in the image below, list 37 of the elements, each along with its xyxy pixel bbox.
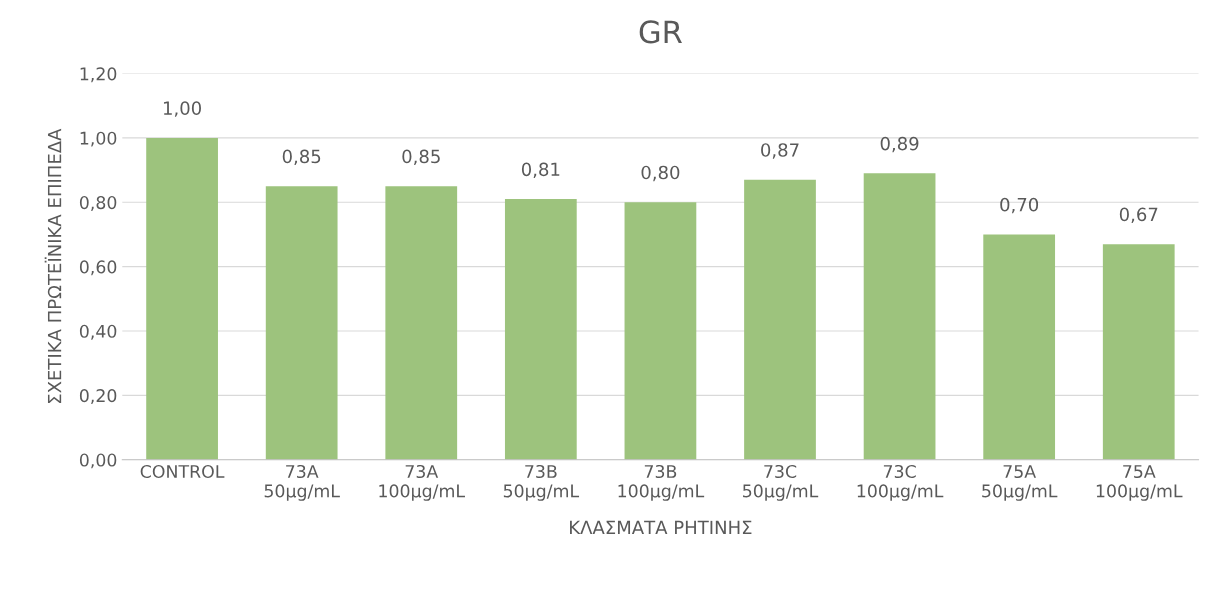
y-tick-label: 0,00 <box>79 453 117 469</box>
y-axis-title: ΣΧΕΤΙΚΑ ΠΡΩΤΕΪΝΙΚΑ ΕΠΙΠΕΔΑ <box>44 128 62 404</box>
y-tick-label: 0,60 <box>79 260 117 276</box>
data-label: 0,80 <box>641 165 680 182</box>
data-label: 1,00 <box>163 101 201 117</box>
data-label: 0,87 <box>761 143 799 159</box>
data-label: 0,85 <box>402 149 440 166</box>
data-label: 0,67 <box>1119 207 1158 224</box>
bar <box>504 199 577 460</box>
data-label: 0,70 <box>1000 197 1039 214</box>
y-tick-label: 0,40 <box>79 324 117 340</box>
x-tick-label: 73C 100μg/mL <box>857 464 944 501</box>
x-axis-title: ΚΛΑΣΜΑΤΑ ΡΗΤΙΝΗΣ <box>570 520 752 535</box>
bar <box>983 234 1056 460</box>
x-tick-label: 75A 100μg/mL <box>1096 465 1183 501</box>
y-tick-label: 0,20 <box>79 389 117 404</box>
bar <box>624 202 697 460</box>
y-tick-label: 1,00 <box>80 131 117 147</box>
x-tick-label: 73A 100μg/mL <box>379 464 465 501</box>
x-tick-label: 73A 50μg/mL <box>264 464 340 501</box>
bar <box>863 173 936 460</box>
y-tick-label: 0,80 <box>79 196 117 211</box>
bar <box>1102 244 1175 460</box>
x-tick-label: CONTROL <box>140 464 225 479</box>
data-label: 0,85 <box>282 149 321 166</box>
y-tick-label: 1,20 <box>80 67 117 83</box>
data-label: 0,89 <box>880 136 919 153</box>
x-tick-label: 75A 50μg/mL <box>982 465 1058 501</box>
bar <box>385 186 458 460</box>
x-tick-label: 73B 50μg/mL <box>503 464 580 501</box>
chart-title: GR <box>639 20 682 44</box>
data-label: 0,81 <box>521 162 560 178</box>
x-tick-label: 73C 50μg/mL <box>743 464 819 501</box>
bar <box>744 179 816 460</box>
x-tick-label: 73B 100μg/mL <box>618 464 705 501</box>
bar <box>265 186 338 460</box>
bar <box>146 137 218 460</box>
